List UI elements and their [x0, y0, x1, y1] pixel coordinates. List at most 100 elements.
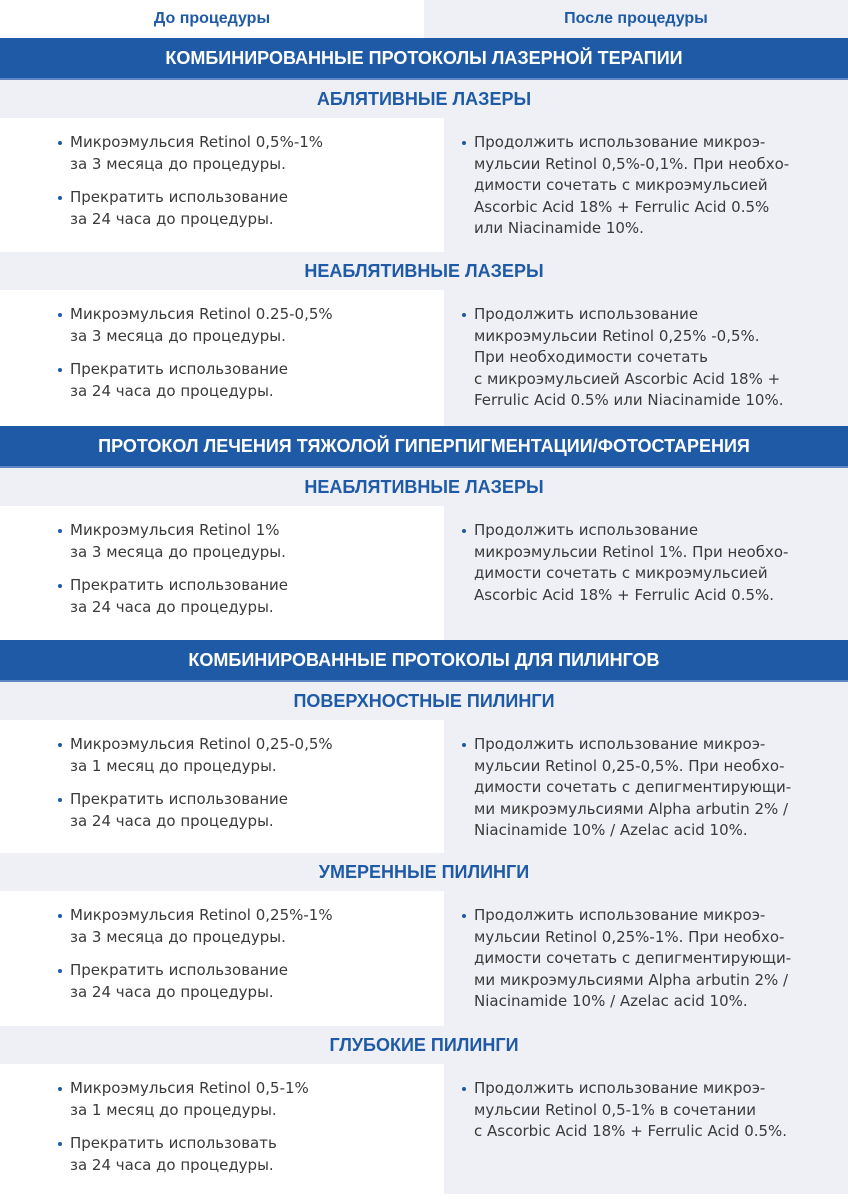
- after-column: Продолжить использование микроэмульсии Re…: [444, 290, 848, 426]
- list-item-line: за 24 часа до процедуры.: [70, 811, 274, 830]
- list-item: Продолжить использование микроэ-мульсии …: [462, 734, 848, 842]
- list-item-line: ми микроэмульсиями Alpha arbutin 2% /: [474, 799, 789, 818]
- list-item-line: за 3 месяца до процедуры.: [70, 542, 286, 561]
- list-item-line: Микроэмульсия Retinol 0,5-1%: [70, 1079, 309, 1097]
- before-column: Микроэмульсия Retinol 1% за 3 месяца до п…: [0, 506, 444, 640]
- list-item-line: Ferrulic Acid 0.5% или Niacinamide 10%.: [474, 391, 784, 409]
- list-item-line: за 1 месяц до процедуры.: [70, 756, 277, 775]
- list-item-line: микроэмульсии Retinol 1%. При необхо-: [474, 542, 789, 561]
- group-title: УМЕРЕННЫЕ ПИЛИНГИ: [0, 853, 848, 891]
- group-title: АБЛЯТИВНЫЕ ЛАЗЕРЫ: [0, 80, 848, 118]
- list-item-line: мульсии Retinol 0,5-1% в сочетании: [474, 1100, 756, 1119]
- group-row: Микроэмульсия Retinol 0,5-1% за 1 месяц д…: [0, 1064, 848, 1194]
- before-column: Микроэмульсия Retinol 0,25-0,5% за 1 меся…: [0, 720, 444, 853]
- list-item-line: мульсии Retinol 0,5%-0,1%. При необхо-: [474, 154, 790, 173]
- list-item-line: Ascorbic Acid 18% + Ferrulic Acid 0.5%.: [474, 585, 775, 604]
- after-column: Продолжить использование микроэ-мульсии …: [444, 1064, 848, 1194]
- section-title: КОМБИНИРОВАННЫЕ ПРОТОКОЛЫ ЛАЗЕРНОЙ ТЕРАП…: [0, 38, 848, 80]
- group-row: Микроэмульсия Retinol 0.25-0,5% за 3 меся…: [0, 290, 848, 426]
- list-item-line: с микроэмульсией Ascorbic Acid 18% +: [474, 369, 781, 388]
- group-title: ГЛУБОКИЕ ПИЛИНГИ: [0, 1026, 848, 1064]
- list-item-line: микроэмульсии Retinol 0,25% -0,5%.: [474, 326, 760, 345]
- list-item-line: Прекратить использование: [70, 188, 289, 206]
- list-item-line: Микроэмульсия Retinol 0.25-0,5%: [70, 305, 333, 323]
- list-item-line: за 24 часа до процедуры.: [70, 597, 274, 616]
- list-item-line: димости сочетать с микроэмульсией: [474, 176, 768, 194]
- group-title: ПОВЕРХНОСТНЫЕ ПИЛИНГИ: [0, 682, 848, 720]
- before-column: Микроэмульсия Retinol 0,25%-1% за 3 месяц…: [0, 891, 444, 1026]
- list-item-line: Микроэмульсия Retinol 0,25-0,5%: [70, 735, 333, 753]
- list-item-line: Прекратить использовать: [70, 1134, 277, 1152]
- list-item-line: за 24 часа до процедуры.: [70, 982, 274, 1001]
- list-item-line: или Niacinamide 10%.: [474, 219, 644, 237]
- list-item: Прекратить использование за 24 часа до пр…: [58, 789, 444, 832]
- list-item-line: Прекратить использование: [70, 961, 289, 979]
- list-item-line: Продолжить использование: [474, 521, 699, 539]
- section-title: ПРОТОКОЛ ЛЕЧЕНИЯ ТЯЖОЛОЙ ГИПЕРПИГМЕНТАЦИ…: [0, 426, 848, 468]
- list-item-line: Прекратить использование: [70, 790, 289, 808]
- list-item: Прекратить использовать за 24 часа до про…: [58, 1133, 444, 1176]
- list-item-line: димости сочетать с микроэмульсией: [474, 564, 768, 582]
- list-item-line: за 24 часа до процедуры.: [70, 381, 274, 400]
- list-item: Микроэмульсия Retinol 0,5%-1% за 3 месяца…: [58, 132, 444, 175]
- list-item: Продолжить использование микроэ-мульсии …: [462, 1078, 848, 1143]
- after-column: Продолжить использование микроэмульсии Re…: [444, 506, 848, 640]
- list-item: Микроэмульсия Retinol 0.25-0,5% за 3 меся…: [58, 304, 444, 347]
- list-item-line: за 24 часа до процедуры.: [70, 1155, 274, 1174]
- before-column: Микроэмульсия Retinol 0,5-1% за 1 месяц д…: [0, 1064, 444, 1194]
- list-item-line: димости сочетать с депигментирующи-: [474, 778, 792, 796]
- list-item-line: за 1 месяц до процедуры.: [70, 1100, 277, 1119]
- list-item-line: Продолжить использование микроэ-: [474, 735, 766, 753]
- list-item-line: Niacinamide 10% / Azelac acid 10%.: [474, 821, 748, 839]
- list-item-line: Прекратить использование: [70, 576, 289, 594]
- list-item-line: Микроэмульсия Retinol 0,5%-1%: [70, 133, 324, 151]
- list-item-line: Микроэмульсия Retinol 1%: [70, 521, 280, 539]
- list-item: Микроэмульсия Retinol 0,5-1% за 1 месяц д…: [58, 1078, 444, 1121]
- list-item: Прекратить использование за 24 часа до пр…: [58, 575, 444, 618]
- list-item: Микроэмульсия Retinol 1% за 3 месяца до п…: [58, 520, 444, 563]
- list-item-line: димости сочетать с депигментирующи-: [474, 949, 792, 967]
- group-row: Микроэмульсия Retinol 1% за 3 месяца до п…: [0, 506, 848, 640]
- group-row: Микроэмульсия Retinol 0,25-0,5% за 1 меся…: [0, 720, 848, 853]
- list-item-line: Ascorbic Acid 18% + Ferrulic Acid 0.5%: [474, 197, 770, 216]
- column-headers: До процедуры После процедуры: [0, 0, 848, 38]
- list-item-line: Продолжить использование микроэ-: [474, 906, 766, 924]
- list-item-line: за 3 месяца до процедуры.: [70, 927, 286, 946]
- group-title: НЕАБЛЯТИВНЫЕ ЛАЗЕРЫ: [0, 252, 848, 290]
- list-item: Прекратить использование за 24 часа до пр…: [58, 960, 444, 1003]
- list-item-line: Продолжить использование микроэ-: [474, 133, 766, 151]
- list-item: Прекратить использование за 24 часа до пр…: [58, 187, 444, 230]
- after-column: Продолжить использование микроэ-мульсии …: [444, 891, 848, 1026]
- list-item-line: за 24 часа до процедуры.: [70, 209, 274, 228]
- list-item: Продолжить использование микроэмульсии Re…: [462, 304, 848, 412]
- after-column: Продолжить использование микроэ-мульсии …: [444, 720, 848, 853]
- list-item: Продолжить использование микроэ-мульсии …: [462, 905, 848, 1013]
- list-item: Микроэмульсия Retinol 0,25%-1% за 3 месяц…: [58, 905, 444, 948]
- before-header: До процедуры: [153, 10, 271, 27]
- list-item-line: При необходимости сочетать: [474, 348, 708, 366]
- list-item-line: за 3 месяца до процедуры.: [70, 326, 286, 345]
- list-item-line: Niacinamide 10% / Azelac acid 10%.: [474, 992, 748, 1010]
- list-item-line: мульсии Retinol 0,25-0,5%. При необхо-: [474, 756, 785, 775]
- list-item: Продолжить использование микроэмульсии Re…: [462, 520, 848, 606]
- group-title: НЕАБЛЯТИВНЫЕ ЛАЗЕРЫ: [0, 468, 848, 506]
- list-item-line: Прекратить использование: [70, 360, 289, 378]
- group-row: Микроэмульсия Retinol 0,25%-1% за 3 месяц…: [0, 891, 848, 1026]
- list-item-line: Микроэмульсия Retinol 0,25%-1%: [70, 906, 333, 924]
- list-item-line: ми микроэмульсиями Alpha arbutin 2% /: [474, 970, 789, 989]
- list-item-line: мульсии Retinol 0,25%-1%. При необхо-: [474, 927, 785, 946]
- list-item-line: Продолжить использование микроэ-: [474, 1079, 766, 1097]
- list-item: Микроэмульсия Retinol 0,25-0,5% за 1 меся…: [58, 734, 444, 777]
- after-header: После процедуры: [424, 0, 848, 38]
- protocol-table: КОМБИНИРОВАННЫЕ ПРОТОКОЛЫ ЛАЗЕРНОЙ ТЕРАП…: [0, 38, 848, 1194]
- list-item-line: за 3 месяца до процедуры.: [70, 154, 286, 173]
- list-item-line: с Ascorbic Acid 18% + Ferrulic Acid 0.5%…: [474, 1122, 788, 1140]
- section-title: КОМБИНИРОВАННЫЕ ПРОТОКОЛЫ ДЛЯ ПИЛИНГОВ: [0, 640, 848, 682]
- after-column: Продолжить использование микроэ-мульсии …: [444, 118, 848, 252]
- before-column: Микроэмульсия Retinol 0.25-0,5% за 3 меся…: [0, 290, 444, 426]
- list-item: Продолжить использование микроэ-мульсии …: [462, 132, 848, 240]
- group-row: Микроэмульсия Retinol 0,5%-1% за 3 месяца…: [0, 118, 848, 252]
- list-item: Прекратить использование за 24 часа до пр…: [58, 359, 444, 402]
- before-column: Микроэмульсия Retinol 0,5%-1% за 3 месяца…: [0, 118, 444, 252]
- list-item-line: Продолжить использование: [474, 305, 699, 323]
